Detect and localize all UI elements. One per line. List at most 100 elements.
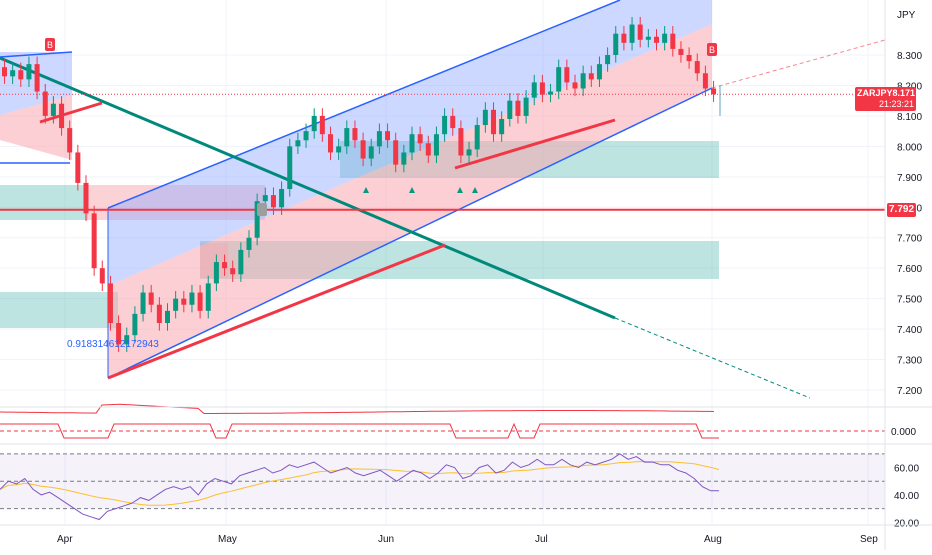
candle-body	[295, 140, 301, 147]
candle-body	[148, 292, 154, 305]
channel-line	[0, 51, 73, 58]
x-tick-label: Jun	[378, 534, 394, 545]
y-tick-label: 7.900	[897, 173, 922, 184]
candle-body	[336, 146, 342, 153]
candle-body	[140, 292, 146, 314]
candle-body	[222, 262, 228, 269]
candle-body	[385, 131, 391, 141]
y-tick-label: 7.200	[897, 386, 922, 397]
candle-body	[352, 128, 358, 141]
candle-body	[205, 283, 211, 311]
candle-body	[694, 61, 700, 74]
signal-b-marker	[45, 38, 55, 51]
candle-body	[491, 109, 496, 135]
candle-body	[482, 109, 488, 126]
candle-body	[279, 189, 285, 208]
candle-body	[83, 182, 89, 214]
rsi-tick-label: 20.00	[894, 518, 919, 529]
candle-body	[132, 313, 138, 336]
candle-body	[580, 73, 586, 89]
candle-body	[165, 310, 170, 323]
demand-zone	[0, 292, 118, 328]
candle-body	[91, 213, 97, 269]
candle-body	[262, 195, 268, 202]
rsi-ma-line	[0, 460, 720, 506]
candle-body	[173, 298, 179, 311]
candle-body	[311, 115, 317, 132]
candle-body	[645, 36, 651, 40]
y-tick-label: 8.100	[897, 112, 922, 123]
candle-body	[572, 82, 578, 89]
red-support-line	[39, 101, 103, 124]
candle-body	[507, 100, 513, 119]
candle-body	[213, 262, 219, 284]
candle-body	[450, 115, 456, 129]
fib-value-label: 0.918314612172943	[67, 339, 159, 350]
candle-body	[303, 131, 309, 141]
candle-body	[246, 237, 252, 250]
red-support-line	[454, 118, 616, 170]
signal-b-marker	[707, 43, 717, 56]
candle-body	[67, 128, 73, 153]
candle-body	[678, 48, 684, 55]
candle-body	[596, 64, 602, 80]
candle-body	[189, 292, 195, 305]
candle-body	[319, 115, 325, 135]
candle-body	[116, 323, 122, 345]
candle-body	[515, 100, 521, 116]
candle-body	[548, 91, 554, 95]
marked-level-tag: 7.792	[887, 203, 916, 217]
candle-body	[686, 55, 692, 62]
signal-b-label: B	[709, 45, 715, 55]
y-tick-label: 8.200	[897, 81, 922, 92]
x-tick-label: Sep	[860, 534, 878, 545]
candle-body	[368, 146, 374, 159]
candle-body	[531, 82, 537, 98]
teal-trendline-extension	[614, 317, 811, 399]
candle-body	[433, 134, 439, 156]
signal-up-triangle	[409, 187, 415, 193]
rsi-line	[0, 453, 719, 521]
candle-body	[654, 36, 659, 43]
y-tick-label: 7.500	[897, 295, 922, 306]
candle-body	[376, 131, 382, 147]
candle-body	[124, 335, 130, 345]
candle-body	[605, 55, 611, 65]
y-tick-label: 7.300	[897, 356, 922, 367]
x-tick-label: Apr	[57, 534, 73, 545]
candle-body	[466, 149, 472, 156]
symbol-label: ZARJPY	[857, 88, 893, 98]
teal-trendline	[0, 56, 616, 320]
candle-body	[474, 125, 480, 150]
signal-up-triangle	[363, 187, 369, 193]
candle-body	[523, 97, 529, 116]
candle-body	[287, 146, 293, 189]
candle-body	[181, 298, 187, 305]
candle-body	[556, 67, 562, 92]
candle-body	[458, 128, 464, 156]
signal-up-triangle	[472, 187, 478, 193]
order-block-zone	[85, 185, 265, 220]
y-tick-label: 8.300	[897, 51, 922, 62]
candle-body	[711, 88, 717, 95]
candle-body	[621, 33, 627, 43]
candle-body	[254, 201, 260, 238]
candle-body	[613, 33, 619, 55]
candle-body	[344, 128, 350, 147]
candle-body	[425, 143, 431, 156]
x-tick-label: May	[218, 534, 237, 545]
y-tick-label: 7.600	[897, 264, 922, 275]
osc-signal-line	[0, 422, 719, 439]
signal-up-triangle	[457, 187, 463, 193]
candle-body	[442, 115, 448, 135]
candle-body	[99, 268, 105, 284]
candle-body	[230, 268, 236, 275]
channel-bottom-line	[107, 87, 713, 379]
candle-body	[42, 91, 48, 116]
candle-body	[238, 249, 244, 275]
candle-body	[588, 73, 594, 80]
candle-body	[393, 140, 399, 165]
signal-marker	[257, 203, 267, 216]
